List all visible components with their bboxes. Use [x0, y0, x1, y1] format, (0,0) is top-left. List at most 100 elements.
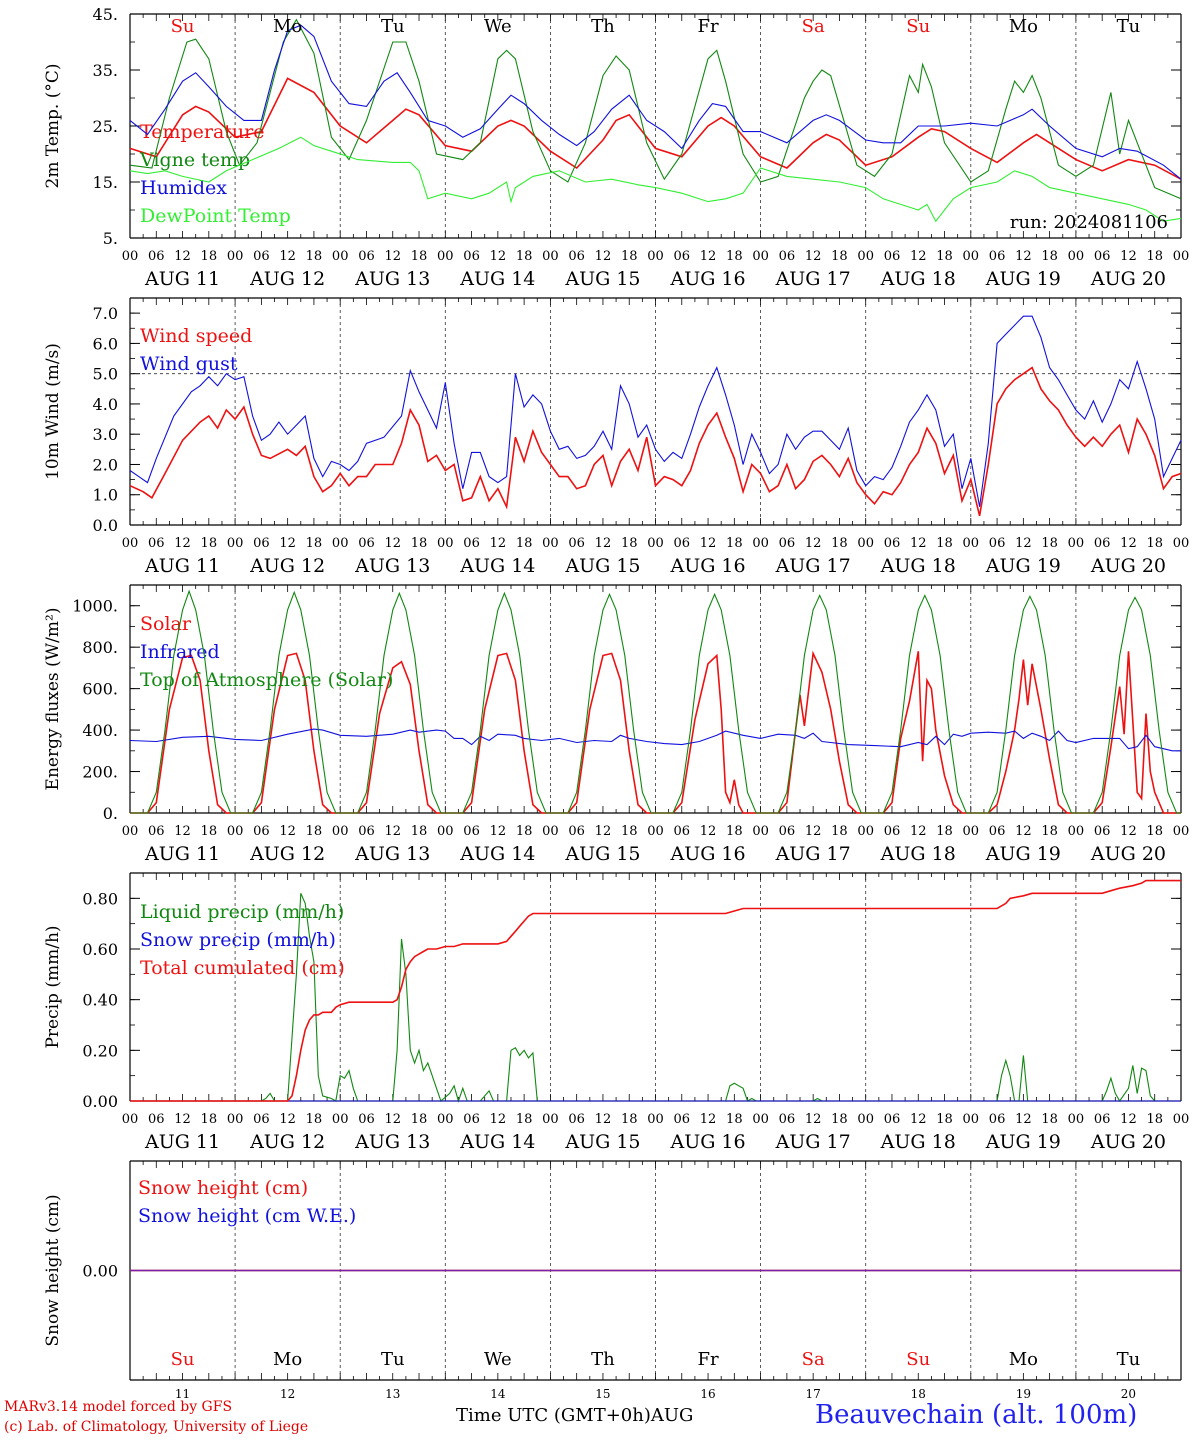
hour-tick-label: 00 — [647, 824, 664, 839]
date-label: AUG 17 — [775, 555, 851, 577]
hour-tick-label: 06 — [358, 824, 375, 839]
hour-tick-label: 06 — [568, 536, 585, 551]
hour-tick-label: 18 — [516, 1112, 533, 1127]
day-of-week-label: Mo — [1009, 1349, 1038, 1370]
hour-tick-label: 12 — [1120, 824, 1137, 839]
hour-tick-label: 06 — [568, 824, 585, 839]
hour-tick-label: 06 — [463, 824, 480, 839]
run-annotation: run: 2024081106 — [1010, 212, 1168, 233]
date-label: AUG 11 — [144, 843, 220, 865]
y-tick-label: 15. — [93, 173, 118, 192]
legend-label: DewPoint Temp — [140, 205, 291, 227]
hour-tick-label: 06 — [674, 824, 691, 839]
hour-tick-label: 12 — [805, 249, 822, 264]
hour-tick-label: 06 — [674, 249, 691, 264]
date-label: AUG 14 — [459, 555, 535, 577]
date-number-label: 12 — [280, 1387, 295, 1401]
y-tick-label: 0. — [103, 804, 118, 823]
hour-tick-label: 00 — [857, 1112, 874, 1127]
hour-tick-label: 18 — [201, 1112, 218, 1127]
date-label: AUG 13 — [354, 555, 430, 577]
series-line-total-cumulated-cm- — [130, 879, 1181, 1102]
hour-tick-label: 00 — [857, 824, 874, 839]
hour-tick-label: 06 — [568, 1112, 585, 1127]
hour-tick-label: 06 — [884, 1112, 901, 1127]
y-tick-label: 400. — [82, 721, 118, 740]
hour-tick-label: 06 — [148, 536, 165, 551]
y-tick-label: 0.0 — [93, 516, 118, 535]
series-line-wind-speed — [129, 366, 1182, 517]
hour-tick-label: 00 — [752, 536, 769, 551]
day-of-week-label: Su — [171, 1349, 195, 1370]
date-number-label: 14 — [490, 1387, 506, 1401]
hour-tick-label: 00 — [752, 824, 769, 839]
time-axis-title: Time UTC (GMT+0h)AUG — [456, 1405, 694, 1426]
hour-tick-label: 18 — [726, 249, 743, 264]
date-label: AUG 16 — [669, 843, 745, 865]
hour-tick-label: 12 — [1120, 249, 1137, 264]
y-tick-label: 35. — [93, 61, 118, 80]
hour-tick-label: 00 — [1068, 249, 1085, 264]
date-label: AUG 19 — [985, 555, 1061, 577]
hour-tick-label: 00 — [1068, 824, 1085, 839]
hour-tick-label: 12 — [1015, 824, 1032, 839]
hour-tick-label: 18 — [411, 536, 428, 551]
hour-tick-label: 06 — [568, 249, 585, 264]
hour-tick-label: 12 — [490, 249, 507, 264]
hour-tick-label: 00 — [963, 1112, 980, 1127]
hour-tick-label: 12 — [1120, 1112, 1137, 1127]
hour-tick-label: 00 — [122, 824, 139, 839]
y-tick-label: 0.20 — [82, 1041, 118, 1060]
day-of-week-label: Fr — [698, 16, 719, 37]
hour-tick-label: 12 — [700, 536, 717, 551]
y-tick-label: 4.0 — [93, 395, 118, 414]
day-of-week-label: We — [484, 16, 512, 37]
hour-tick-label: 18 — [306, 536, 323, 551]
hour-tick-label: 18 — [306, 824, 323, 839]
legend-label: Vigne temp — [139, 149, 250, 171]
hour-tick-label: 18 — [201, 249, 218, 264]
hour-tick-label: 18 — [201, 536, 218, 551]
date-label: AUG 12 — [249, 555, 325, 577]
hour-tick-label: 18 — [1041, 249, 1058, 264]
hour-tick-label: 06 — [779, 536, 796, 551]
date-label: AUG 19 — [985, 843, 1061, 865]
hour-tick-label: 18 — [831, 824, 848, 839]
hour-tick-label: 00 — [857, 536, 874, 551]
hour-tick-label: 00 — [1173, 824, 1190, 839]
day-of-week-label: Sa — [802, 1349, 825, 1370]
hour-tick-label: 18 — [621, 824, 638, 839]
hour-tick-label: 12 — [805, 536, 822, 551]
hour-tick-label: 00 — [647, 536, 664, 551]
hour-tick-label: 06 — [779, 249, 796, 264]
hour-tick-label: 00 — [542, 249, 559, 264]
hour-tick-label: 06 — [674, 1112, 691, 1127]
day-of-week-label: Sa — [802, 16, 825, 37]
hour-tick-label: 18 — [1146, 249, 1163, 264]
hour-tick-label: 18 — [516, 536, 533, 551]
y-axis-title: 2m Temp. (°C) — [43, 63, 63, 188]
hour-tick-label: 18 — [306, 1112, 323, 1127]
hour-tick-label: 18 — [936, 249, 953, 264]
date-label: AUG 14 — [459, 1131, 535, 1153]
date-number-label: 16 — [700, 1387, 715, 1401]
hour-tick-label: 12 — [384, 824, 401, 839]
hour-tick-label: 06 — [989, 536, 1006, 551]
y-tick-label: 0.80 — [82, 889, 118, 908]
day-of-week-label: Mo — [273, 16, 302, 37]
hour-tick-label: 18 — [411, 824, 428, 839]
y-axis-title: Precip (mm/h) — [43, 925, 63, 1048]
hour-tick-label: 00 — [1173, 1112, 1190, 1127]
hour-tick-label: 06 — [779, 824, 796, 839]
hour-tick-label: 12 — [595, 536, 612, 551]
hour-tick-label: 12 — [595, 824, 612, 839]
y-tick-label: 0.00 — [82, 1262, 118, 1281]
date-label: AUG 19 — [985, 1131, 1061, 1153]
date-label: AUG 15 — [564, 555, 640, 577]
y-tick-label: 200. — [82, 763, 118, 782]
date-label: AUG 18 — [880, 843, 956, 865]
hour-tick-label: 00 — [332, 824, 349, 839]
hour-tick-label: 12 — [1015, 249, 1032, 264]
day-of-week-label: Su — [171, 16, 195, 37]
date-label: AUG 18 — [880, 268, 956, 290]
